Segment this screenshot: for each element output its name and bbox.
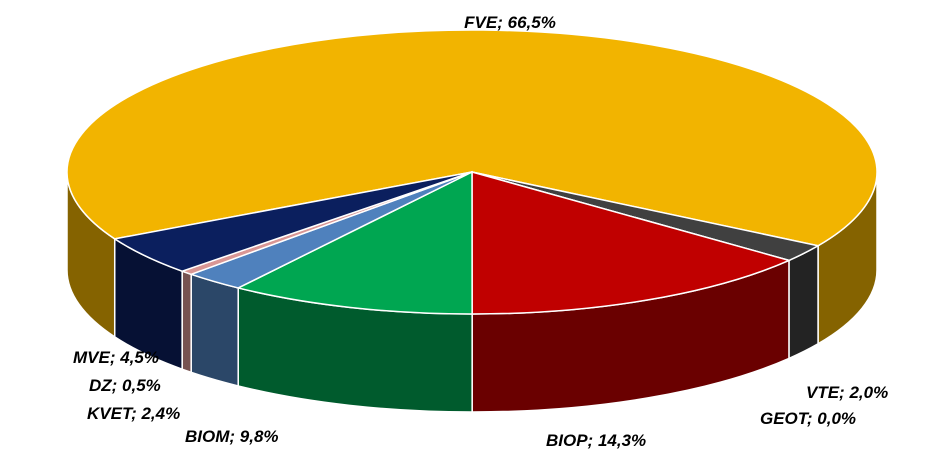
slice-side — [190, 273, 239, 387]
slice — [112, 171, 473, 272]
data-label: BIOM; 9,8% — [185, 427, 279, 446]
data-label: KVET; 2,4% — [87, 404, 180, 423]
data-label: VTE; 2,0% — [806, 383, 888, 402]
slice-side — [181, 270, 192, 374]
slice-side — [788, 244, 819, 360]
slice — [236, 170, 473, 315]
data-label: DZ; 0,5% — [89, 376, 161, 395]
data-label: MVE; 4,5% — [73, 348, 159, 367]
slice — [66, 29, 878, 247]
data-label: GEOT; 0,0% — [760, 409, 856, 428]
data-label: BIOP; 14,3% — [546, 431, 646, 450]
data-label: FVE; 66,5% — [464, 13, 556, 32]
slice — [471, 171, 792, 315]
